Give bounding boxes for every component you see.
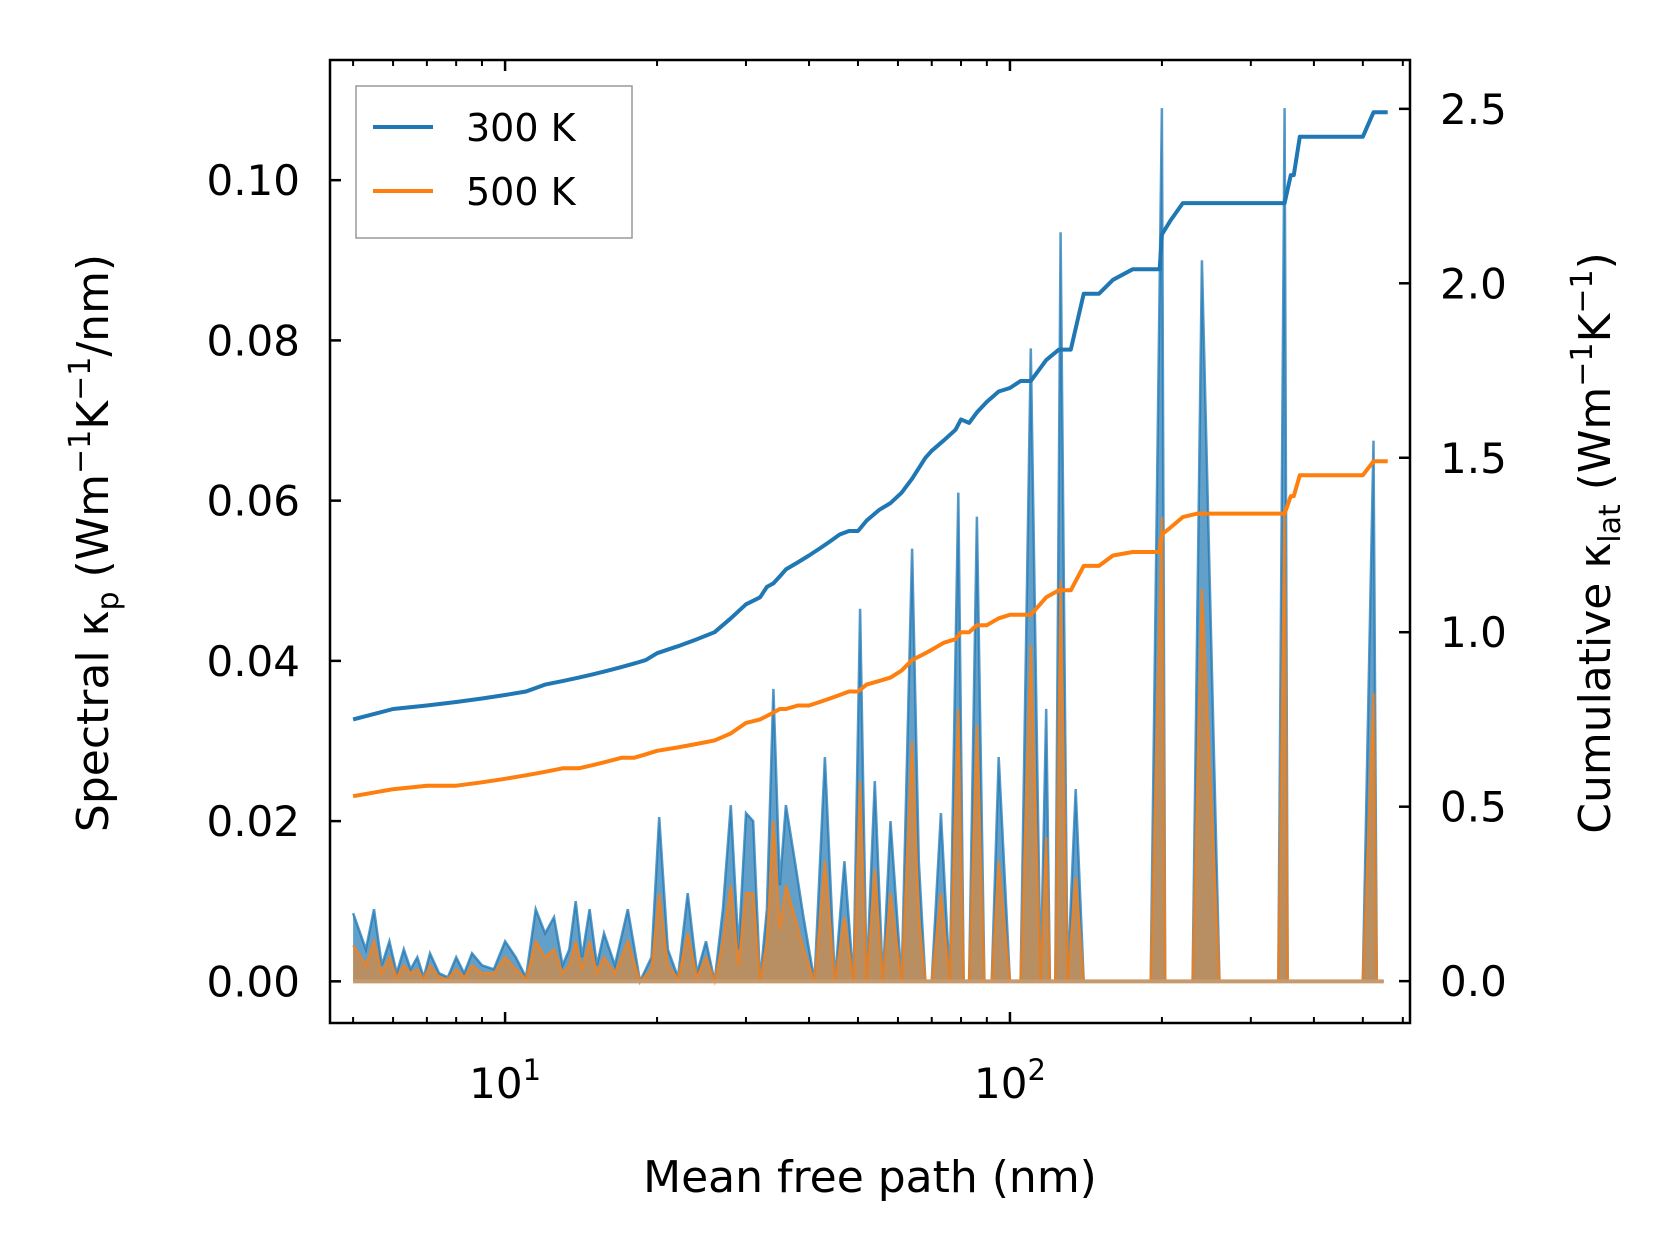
cumulative-line-layer [352, 110, 1388, 799]
x-tick-labels: 101 102 [469, 1053, 1046, 1108]
y-tick-label: 0.08 [206, 316, 300, 365]
y2-tick-label: 1.5 [1440, 434, 1507, 483]
y-tick-label: 0.10 [206, 156, 300, 205]
x-tick-label: 101 [469, 1053, 541, 1108]
legend-label-300k: 300 K [466, 106, 577, 150]
y-tick-label: 0.02 [206, 797, 300, 846]
y-axis-title: Spectral κp (Wm−1K−1/nm) [63, 254, 126, 832]
y2-tick-labels: 0.0 0.5 1.0 1.5 2.0 2.5 [1440, 85, 1507, 1006]
cumulative-line-300k [352, 110, 1388, 722]
y-tick-label: 0.00 [206, 957, 300, 1006]
legend-box [355, 85, 633, 239]
y2-tick-label: 0.5 [1440, 783, 1507, 832]
spectral-area-layer [351, 108, 1384, 986]
y2-axis-title: Cumulative κlat (Wm−1K−1) [1565, 252, 1628, 834]
plot-frame [328, 58, 1412, 1025]
cumulative-line-500k [352, 459, 1388, 799]
spectral-area-500k [353, 508, 1384, 982]
legend: 300 K 500 K [355, 85, 633, 239]
y2-tick-label: 2.0 [1440, 259, 1507, 308]
axis-ticks [330, 60, 1410, 1023]
x-axis-title: Mean free path (nm) [643, 1152, 1097, 1203]
y-tick-label: 0.06 [206, 477, 300, 526]
legend-label-500k: 500 K [466, 170, 577, 214]
spectral-outline-300k [351, 108, 1384, 986]
y-tick-label: 0.04 [206, 637, 300, 686]
y2-tick-label: 0.0 [1440, 957, 1507, 1006]
spectral-area-300k [353, 108, 1384, 982]
y2-tick-label: 2.5 [1440, 85, 1507, 134]
y-tick-labels: 0.00 0.02 0.04 0.06 0.08 0.10 [206, 156, 300, 1006]
x-tick-label: 102 [974, 1053, 1046, 1108]
y2-tick-label: 1.0 [1440, 608, 1507, 657]
